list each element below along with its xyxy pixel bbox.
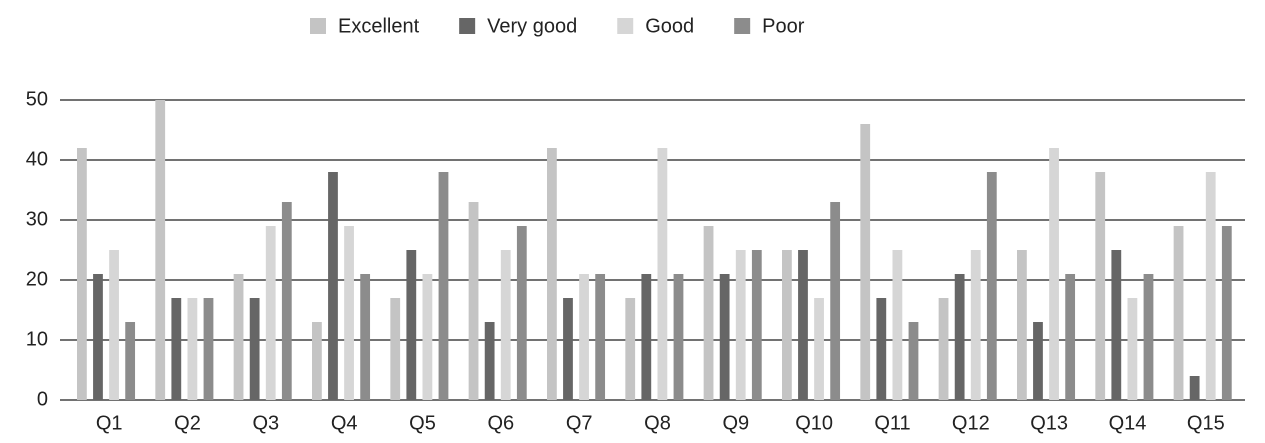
bar (422, 274, 433, 400)
x-tick-label: Q4 (331, 412, 358, 434)
y-tick-label: 20 (26, 268, 48, 290)
y-tick-label: 40 (26, 148, 48, 170)
bar (751, 250, 762, 400)
y-tick-label: 10 (26, 328, 48, 350)
bar (798, 250, 808, 400)
bar (546, 148, 557, 400)
x-tick-label: Q3 (252, 412, 279, 434)
x-tick-label: Q5 (409, 412, 436, 434)
bar (892, 250, 903, 400)
x-tick-label: Q9 (722, 412, 749, 434)
x-tick-label: Q14 (1109, 412, 1147, 434)
bar (1189, 376, 1200, 400)
bar (1205, 172, 1216, 400)
y-tick-label: 50 (26, 88, 48, 110)
bar (468, 202, 479, 400)
bar (673, 274, 684, 400)
bar (703, 226, 714, 400)
bar (406, 250, 417, 400)
bar (1033, 322, 1043, 400)
bar (595, 274, 606, 400)
bar (1143, 274, 1154, 400)
x-tick-label: Q7 (566, 412, 593, 434)
bar (641, 274, 652, 400)
x-tick-label: Q11 (874, 412, 910, 434)
bar (986, 172, 997, 400)
bar (484, 322, 495, 400)
bar (1065, 274, 1076, 400)
legend-label: Poor (762, 15, 805, 37)
bar (109, 250, 119, 400)
bar (76, 148, 87, 400)
bar (93, 274, 103, 400)
bar (719, 274, 730, 400)
bar (781, 250, 792, 400)
bar (125, 322, 136, 400)
y-tick-label: 0 (37, 388, 48, 410)
x-tick-label: Q13 (1030, 412, 1068, 434)
bar (233, 274, 244, 400)
bar (908, 322, 919, 400)
bar (438, 172, 449, 400)
bar (187, 298, 198, 400)
bar (563, 298, 573, 400)
bar (1127, 298, 1138, 400)
bar (938, 298, 949, 400)
bar (171, 298, 182, 400)
bar (1049, 148, 1059, 400)
bar (328, 172, 338, 400)
bar (311, 322, 322, 400)
bar (876, 298, 887, 400)
bar (203, 298, 214, 400)
bar (516, 226, 527, 400)
legend-label: Good (645, 15, 694, 37)
bar (579, 274, 589, 400)
legend-swatch (734, 18, 751, 34)
x-tick-label: Q15 (1187, 412, 1225, 434)
bar (1221, 226, 1232, 400)
bar (970, 250, 981, 400)
legend-swatch (310, 18, 326, 34)
x-tick-label: Q2 (174, 412, 201, 434)
bar (1111, 250, 1122, 400)
x-tick-label: Q12 (952, 412, 990, 434)
bar (735, 250, 746, 400)
bar (344, 226, 354, 400)
legend-swatch (617, 18, 634, 34)
bar (500, 250, 511, 400)
x-tick-label: Q6 (487, 412, 514, 434)
bar (281, 202, 292, 400)
x-tick-label: Q10 (795, 412, 833, 434)
bar (657, 148, 668, 400)
x-tick-label: Q8 (644, 412, 671, 434)
legend-swatch (459, 18, 476, 34)
bar (249, 298, 260, 400)
bar (954, 274, 965, 400)
bar (390, 298, 401, 400)
bar (625, 298, 636, 400)
bar (1016, 250, 1027, 400)
legend-label: Very good (487, 15, 577, 37)
y-tick-label: 30 (26, 208, 48, 230)
bar (360, 274, 371, 400)
bar (1095, 172, 1106, 400)
bar (265, 226, 276, 400)
bar (1173, 226, 1184, 400)
bar (860, 124, 871, 400)
bar (814, 298, 824, 400)
bar (155, 100, 166, 400)
legend-label: Excellent (338, 15, 420, 37)
x-tick-label: Q1 (96, 412, 123, 434)
bar (830, 202, 841, 400)
